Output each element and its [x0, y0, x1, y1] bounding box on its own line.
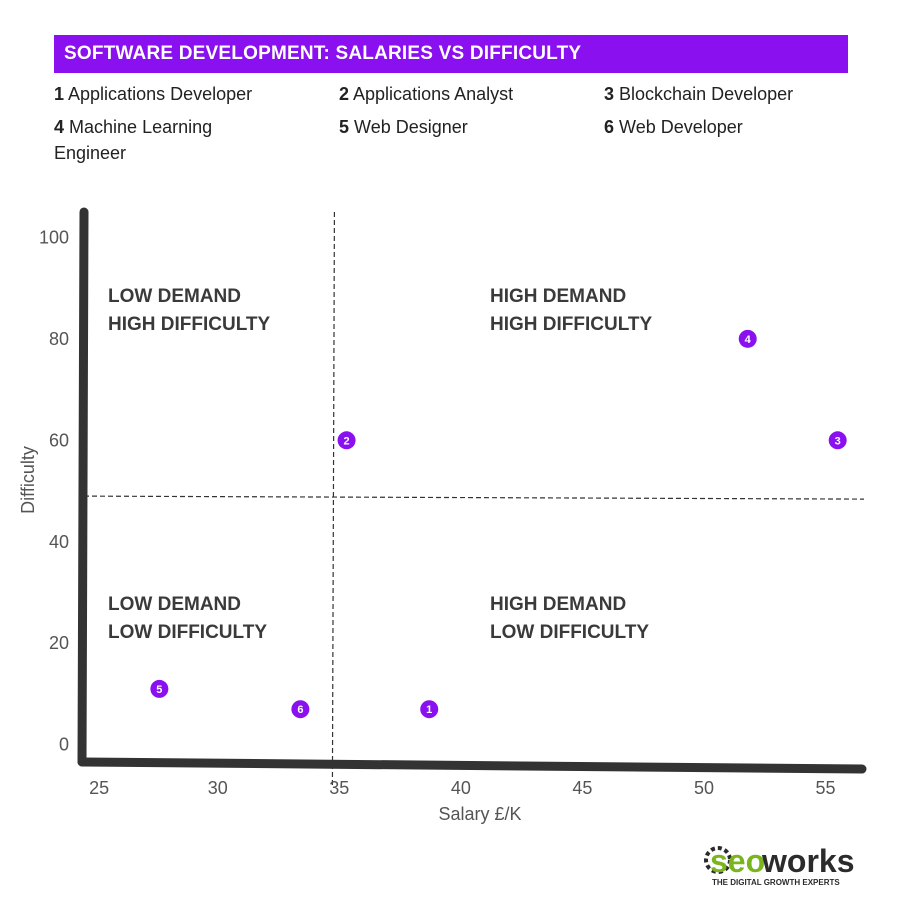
y-axis-line — [77, 207, 89, 767]
data-point: 3 — [828, 431, 847, 450]
data-point: 4 — [738, 329, 757, 348]
data-point-marker — [150, 679, 169, 698]
data-point-marker — [337, 431, 356, 450]
legend-label: Applications Analyst — [353, 84, 514, 104]
legend-item-1: 1 Applications Developer — [54, 81, 252, 107]
x-tick-label: 50 — [694, 778, 714, 798]
legend-label: Blockchain Developer — [619, 84, 794, 104]
data-point-marker — [828, 431, 847, 450]
logo-seo-text: seo — [710, 843, 765, 879]
data-point-label: 2 — [344, 435, 350, 447]
gear-icon — [704, 846, 732, 874]
quadrant-label: HIGH DEMAND LOW DIFFICULTY — [490, 594, 649, 643]
data-point-label: 6 — [297, 704, 303, 716]
legend-item-2: 2 Applications Analyst — [339, 81, 513, 107]
x-tick-label: 35 — [329, 778, 349, 798]
data-point-marker — [420, 700, 439, 719]
data-point: 1 — [420, 700, 439, 719]
x-tick-label: 40 — [451, 778, 471, 798]
x-axis-line — [77, 757, 867, 774]
legend-number: 5 — [339, 117, 350, 137]
data-point-label: 1 — [426, 704, 432, 716]
legend-number: 3 — [604, 84, 615, 104]
x-tick-label: 55 — [816, 778, 836, 798]
logo-tagline: THE DIGITAL GROWTH EXPERTS — [712, 878, 840, 887]
x-tick-label: 25 — [89, 778, 109, 798]
legend-label: Web Designer — [354, 117, 468, 137]
legend-number: 2 — [339, 84, 350, 104]
y-axis-title: Difficulty — [18, 446, 38, 514]
data-point-marker — [291, 700, 310, 719]
x-axis-title: Salary £/K — [438, 804, 521, 824]
quadrant-label: HIGH DEMAND HIGH DIFFICULTY — [490, 286, 653, 335]
seoworks-logo: seo works THE DIGITAL GROWTH EXPERTS — [704, 843, 854, 887]
horizontal-divider — [83, 495, 865, 500]
data-point-marker — [738, 329, 757, 348]
legend-number: 1 — [54, 84, 65, 104]
data-point: 5 — [150, 679, 169, 698]
logo-works-text: works — [761, 843, 854, 879]
y-tick-label: 20 — [49, 633, 69, 653]
legend-number: 6 — [604, 117, 615, 137]
quadrant-label: LOW DEMAND LOW DIFFICULTY — [108, 594, 267, 643]
data-point-label: 4 — [745, 334, 752, 346]
x-tick-label: 30 — [208, 778, 228, 798]
legend-number: 4 — [54, 117, 65, 137]
legend-label: Machine Learning Engineer — [54, 117, 213, 163]
y-tick-label: 60 — [49, 430, 69, 450]
legend-item-3: 3 Blockchain Developer — [604, 81, 793, 107]
legend-item-4: 4 Machine Learning Engineer — [54, 114, 254, 166]
y-tick-label: 100 — [39, 227, 69, 247]
vertical-divider — [331, 211, 336, 786]
legend-label: Applications Developer — [68, 84, 253, 104]
legend-label: Web Developer — [619, 117, 743, 137]
chart-title: SOFTWARE DEVELOPMENT: SALARIES VS DIFFIC… — [54, 35, 848, 73]
y-tick-label: 80 — [49, 329, 69, 349]
x-tick-label: 45 — [572, 778, 592, 798]
data-point: 2 — [337, 431, 356, 450]
legend-item-6: 6 Web Developer — [604, 114, 743, 140]
legend-item-5: 5 Web Designer — [339, 114, 468, 140]
quadrant-label: LOW DEMAND HIGH DIFFICULTY — [108, 286, 271, 335]
y-tick-label: 40 — [49, 532, 69, 552]
data-point: 6 — [291, 700, 310, 719]
y-tick-label: 0 — [59, 735, 69, 755]
data-point-label: 5 — [156, 684, 162, 696]
data-point-label: 3 — [835, 435, 841, 447]
